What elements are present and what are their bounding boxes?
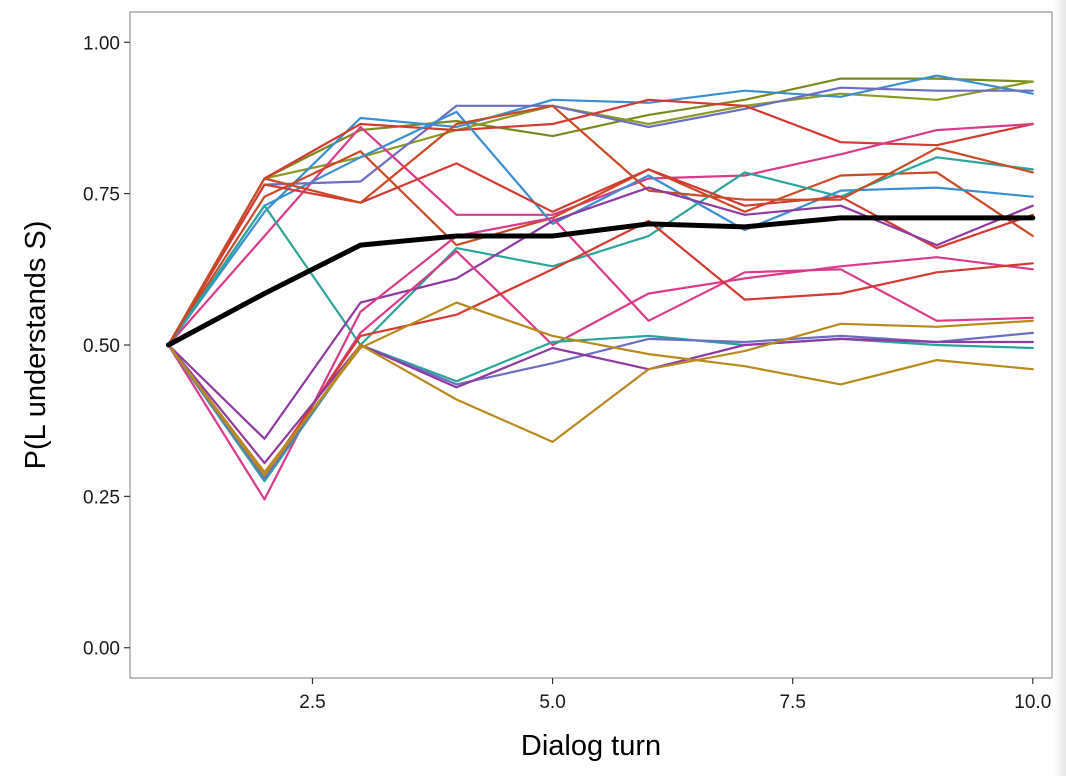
mean-series-line (165, 215, 1036, 348)
y-axis: 0.00 0.25 0.50 0.75 1.00 (83, 33, 130, 660)
series-line (167, 104, 1034, 347)
series-line (167, 337, 1034, 465)
x-tick-label: 10.0 (1014, 692, 1051, 713)
y-axis-title: P(L understands S) (20, 221, 52, 470)
series-line (167, 98, 1034, 347)
series-line (167, 156, 1034, 347)
series-line (167, 319, 1034, 477)
y-tick-label: 0.75 (83, 185, 120, 206)
series-line (167, 80, 1034, 347)
series-line (167, 186, 1034, 440)
series-line (167, 77, 1034, 347)
page-edge-shadow (1054, 0, 1066, 776)
x-tick-label: 5.0 (539, 692, 565, 713)
y-tick-label: 1.00 (83, 33, 120, 54)
x-axis: 2.5 5.0 7.5 10.0 (299, 678, 1051, 713)
y-tick-label: 0.00 (83, 639, 120, 660)
x-tick-label: 7.5 (779, 692, 805, 713)
plot-panel (129, 11, 1053, 679)
series-line (167, 162, 1034, 347)
x-tick-label: 2.5 (299, 692, 325, 713)
y-tick-label: 0.25 (83, 487, 120, 508)
x-axis-title: Dialog turn (521, 730, 661, 762)
y-tick-label: 0.50 (83, 336, 120, 357)
series-line (167, 110, 1034, 347)
series-line (167, 74, 1034, 347)
series-lines (165, 74, 1036, 501)
